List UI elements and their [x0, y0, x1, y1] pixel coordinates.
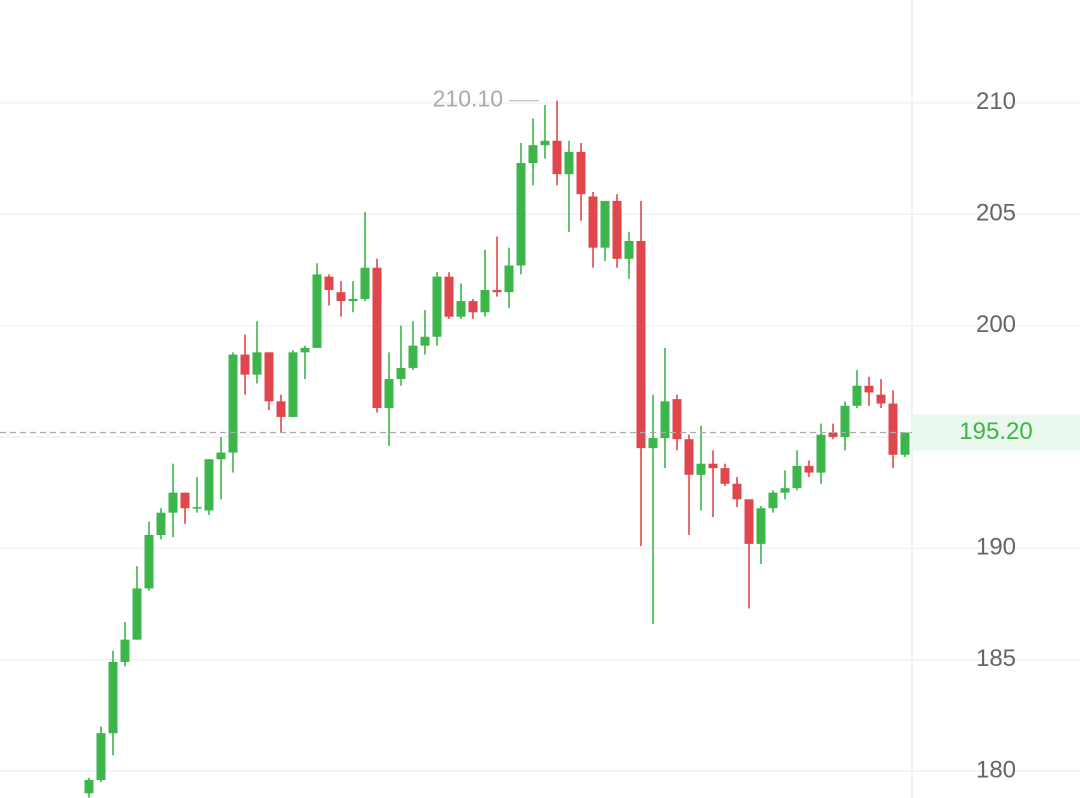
candle-body [648, 438, 658, 449]
candle-body [468, 301, 478, 313]
candle-body [216, 452, 226, 460]
candle-body [168, 492, 178, 513]
candle-body [852, 385, 862, 406]
candle-body [432, 276, 442, 337]
y-tick-label: 190 [976, 534, 1016, 561]
candle-body [480, 289, 490, 313]
candle-body [348, 298, 358, 302]
candle-body [384, 379, 394, 409]
last-price-label: 195.20 [959, 418, 1032, 445]
candle-body [672, 399, 682, 440]
candle-body [204, 459, 214, 511]
candle-body [804, 465, 814, 473]
candle-body [576, 151, 586, 195]
candle-body [612, 200, 622, 259]
candle-body [744, 499, 754, 544]
candle-body [828, 432, 838, 437]
candle-body [108, 661, 118, 734]
candle-body [720, 468, 730, 484]
candle-body [336, 292, 346, 302]
candle-body [372, 267, 382, 409]
candle-body [420, 336, 430, 346]
candle-body [636, 240, 646, 449]
candle-body [792, 465, 802, 489]
candle-body [708, 463, 718, 469]
candle-body [252, 352, 262, 375]
candle-body [240, 354, 250, 375]
candle-body [516, 163, 526, 266]
candle-body [288, 352, 298, 417]
candle-body [864, 385, 874, 393]
candle-body [192, 507, 202, 509]
candle-body [504, 265, 514, 293]
candle-body [684, 439, 694, 475]
y-tick-label: 185 [976, 645, 1016, 672]
candle-body [876, 394, 886, 404]
candle-body [264, 352, 274, 402]
candle-body [156, 512, 166, 535]
candle-body [780, 488, 790, 493]
candle-body [816, 434, 826, 473]
candle-body [96, 733, 106, 780]
y-tick-label: 200 [976, 311, 1016, 338]
candle-body [540, 140, 550, 146]
candle-body [360, 267, 370, 299]
candle-body [120, 639, 130, 662]
last-price-tag [912, 414, 1080, 451]
candle-body [144, 534, 154, 589]
candle-body [528, 145, 538, 164]
candle-body [756, 508, 766, 544]
candle-body [180, 492, 190, 509]
candle-body [228, 354, 238, 453]
candle-body [840, 405, 850, 437]
candle-body [408, 345, 418, 368]
candle-body [84, 779, 94, 794]
candle-body [396, 367, 406, 380]
candle-body [324, 276, 334, 290]
candle-body [600, 200, 610, 248]
candle-body [888, 403, 898, 455]
candle-body [456, 301, 466, 317]
candle-body [588, 196, 598, 248]
y-tick-label: 205 [976, 200, 1016, 227]
candle-body [624, 240, 634, 259]
candle-body [660, 401, 670, 439]
candle-body [900, 432, 910, 455]
candle-body [300, 347, 310, 353]
candle-body [564, 151, 574, 175]
y-tick-label: 210 [976, 88, 1016, 115]
candle-body [132, 588, 142, 640]
candle-body [732, 483, 742, 500]
candle-body [312, 274, 322, 348]
candle-body [768, 492, 778, 509]
candle-body [696, 463, 706, 475]
candle-body [492, 289, 502, 293]
candle-body [552, 140, 562, 175]
max-label: 210.10 [433, 86, 503, 112]
y-tick-label: 180 [976, 756, 1016, 783]
candle-body [444, 276, 454, 317]
candle-body [276, 401, 286, 417]
